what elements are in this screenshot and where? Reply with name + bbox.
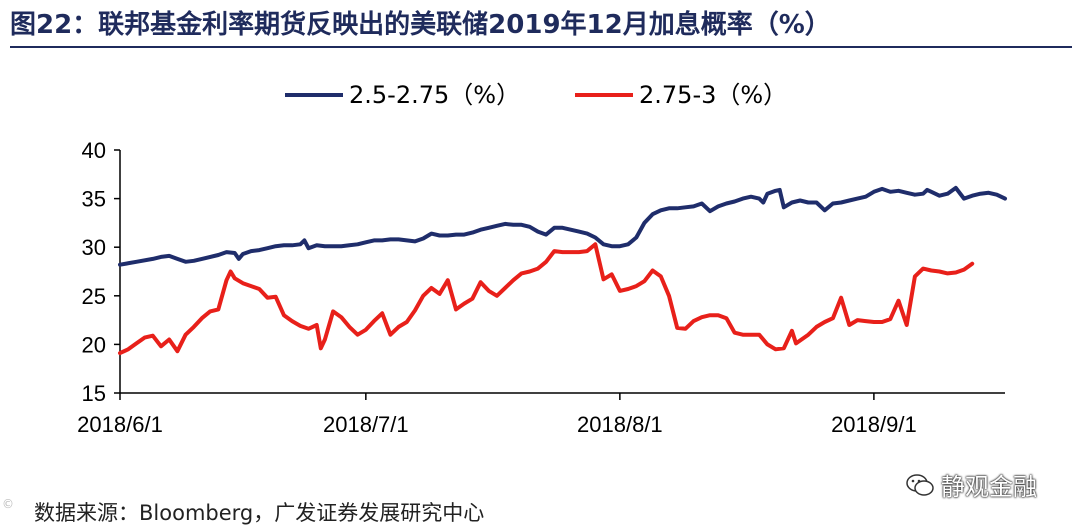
x-tick-label: 2018/9/1 [831,412,917,437]
source-text: Bloomberg，广发证券发展研究中心 [139,501,485,525]
x-tick-label: 2018/7/1 [323,412,409,437]
source-label: 数据来源： [34,501,139,525]
chart-axes: 15 20 25 30 35 40 2018/6/1 2018/7/1 2018/8/1 2018… [77,138,1005,437]
series-line-2 [118,242,975,356]
watermark: 静观金融 [905,467,1037,502]
series-line-1 [118,185,1007,267]
y-tick-label: 30 [82,235,106,260]
y-tick-label: 15 [82,381,106,406]
chart-plot-area [118,185,1007,356]
y-tick-label: 20 [82,332,106,357]
source-note: 数据来源：Bloomberg，广发证券发展研究中心 [34,497,484,527]
legend-label-2: 2.75-3（%） [639,81,787,109]
watermark-text: 静观金融 [941,473,1037,501]
legend-label-1: 2.5-2.75（%） [349,81,520,109]
corner-logo: © [2,497,14,511]
chart-legend: 2.5-2.75（%） 2.75-3（%） [285,81,787,109]
title-underline [10,46,1072,48]
wechat-icon [906,473,934,496]
y-tick-label: 35 [82,187,106,212]
y-tick-label: 25 [82,284,106,309]
chart-canvas: 2.5-2.75（%） 2.75-3（%） 15 20 25 30 35 40 2018/6/… [77,81,1007,437]
y-tick-label: 40 [82,138,106,163]
x-tick-label: 2018/6/1 [77,412,163,437]
x-tick-label: 2018/8/1 [577,412,663,437]
chart-title: 图22：联邦基金利率期货反映出的美联储2019年12月加息概率（%） [10,10,831,40]
